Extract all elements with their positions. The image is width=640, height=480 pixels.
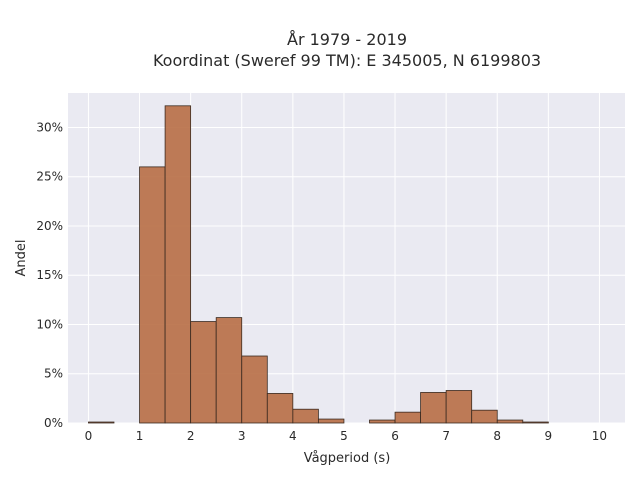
x-tick-label: 6 bbox=[391, 429, 399, 443]
chart-title-line1: År 1979 - 2019 bbox=[287, 30, 407, 49]
x-tick-label: 1 bbox=[136, 429, 144, 443]
histogram-bar bbox=[471, 409, 498, 424]
y-tick-label: 10% bbox=[36, 317, 63, 331]
y-tick-label: 15% bbox=[36, 268, 63, 282]
histogram-bar bbox=[266, 393, 294, 424]
histogram-bar bbox=[496, 419, 524, 424]
histogram-bar bbox=[369, 419, 396, 424]
x-tick-label: 8 bbox=[493, 429, 501, 443]
x-tick-label: 2 bbox=[187, 429, 195, 443]
y-tick-label: 0% bbox=[44, 416, 63, 430]
y-tick-labels: 0% 5% 10% 15% 20% 25% 30% bbox=[36, 120, 63, 430]
histogram-bar bbox=[139, 166, 166, 424]
histogram-bar bbox=[215, 317, 243, 424]
histogram-bar bbox=[522, 421, 549, 424]
histogram-bar bbox=[190, 321, 217, 424]
x-tick-label: 9 bbox=[545, 429, 553, 443]
histogram-bar bbox=[241, 355, 268, 424]
y-tick-label: 30% bbox=[36, 120, 63, 134]
histogram-bar bbox=[164, 105, 192, 424]
x-tick-label: 0 bbox=[85, 429, 93, 443]
y-tick-label: 20% bbox=[36, 219, 63, 233]
y-tick-label: 25% bbox=[36, 170, 63, 184]
x-tick-label: 7 bbox=[442, 429, 450, 443]
x-tick-label: 10 bbox=[592, 429, 607, 443]
histogram-bar bbox=[394, 411, 421, 424]
y-tick-label: 5% bbox=[44, 367, 63, 381]
histogram-bar bbox=[420, 392, 447, 424]
chart-title-line2: Koordinat (Sweref 99 TM): E 345005, N 61… bbox=[153, 51, 541, 70]
histogram-bar bbox=[317, 418, 345, 424]
histogram-bars bbox=[88, 105, 549, 424]
histogram-bar bbox=[88, 421, 115, 424]
x-axis-label: Vågperiod (s) bbox=[304, 451, 391, 466]
x-tick-label: 3 bbox=[238, 429, 246, 443]
x-tick-label: 4 bbox=[289, 429, 297, 443]
histogram-bar bbox=[445, 390, 473, 424]
y-axis-label: Andel bbox=[14, 240, 29, 277]
x-tick-label: 5 bbox=[340, 429, 348, 443]
x-tick-labels: 0 1 2 3 4 5 6 7 8 9 10 bbox=[85, 429, 607, 443]
histogram-bar bbox=[292, 408, 319, 424]
